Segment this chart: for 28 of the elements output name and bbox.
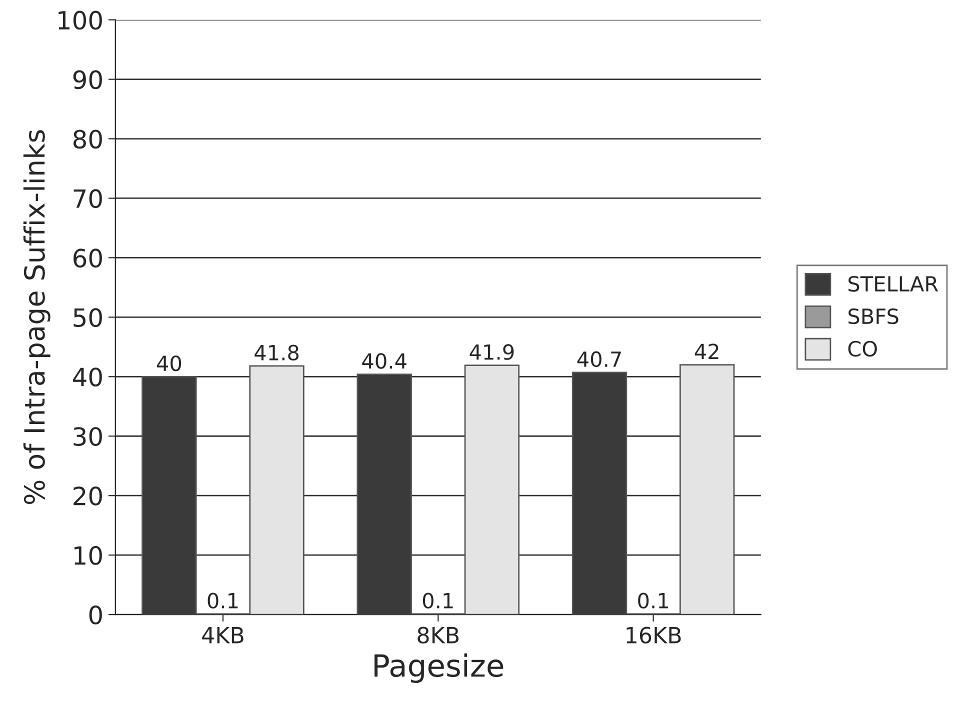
data-label: 0.1 [638, 592, 668, 609]
legend-label: SBFS [848, 308, 898, 324]
data-label: 40.7 [577, 351, 621, 368]
data-label: 40.4 [362, 353, 406, 369]
x-tick-label: 16KB [626, 626, 681, 644]
y-tick-label: 90 [73, 70, 102, 90]
legend-label: STELLAR [848, 276, 938, 292]
data-label: 0.1 [422, 592, 453, 609]
data-label: 0.1 [208, 592, 238, 609]
y-tick-label: 20 [74, 486, 102, 506]
y-tick-label: 70 [74, 189, 102, 208]
y-tick-label: 60 [74, 248, 102, 268]
x-axis-title: Pagesize [374, 653, 504, 683]
y-axis-title: % of Intra-page Suffix-links [23, 130, 50, 504]
data-label: 41.9 [470, 344, 514, 360]
y-tick-label: 0 [89, 605, 102, 624]
data-label: 40 [156, 355, 182, 372]
y-tick-label: 50 [74, 308, 102, 328]
y-tick-label: 40 [73, 368, 102, 387]
x-tick-label: 8KB [418, 626, 459, 644]
y-tick-label: 100 [58, 10, 102, 30]
legend-label: CO [848, 340, 877, 357]
data-label: 41.8 [254, 344, 299, 361]
y-tick-label: 10 [74, 546, 102, 565]
x-tick-label: 4KB [202, 627, 244, 644]
y-tick-label: 30 [74, 427, 102, 446]
y-tick-label: 80 [73, 130, 102, 149]
data-label: 42 [694, 344, 718, 360]
